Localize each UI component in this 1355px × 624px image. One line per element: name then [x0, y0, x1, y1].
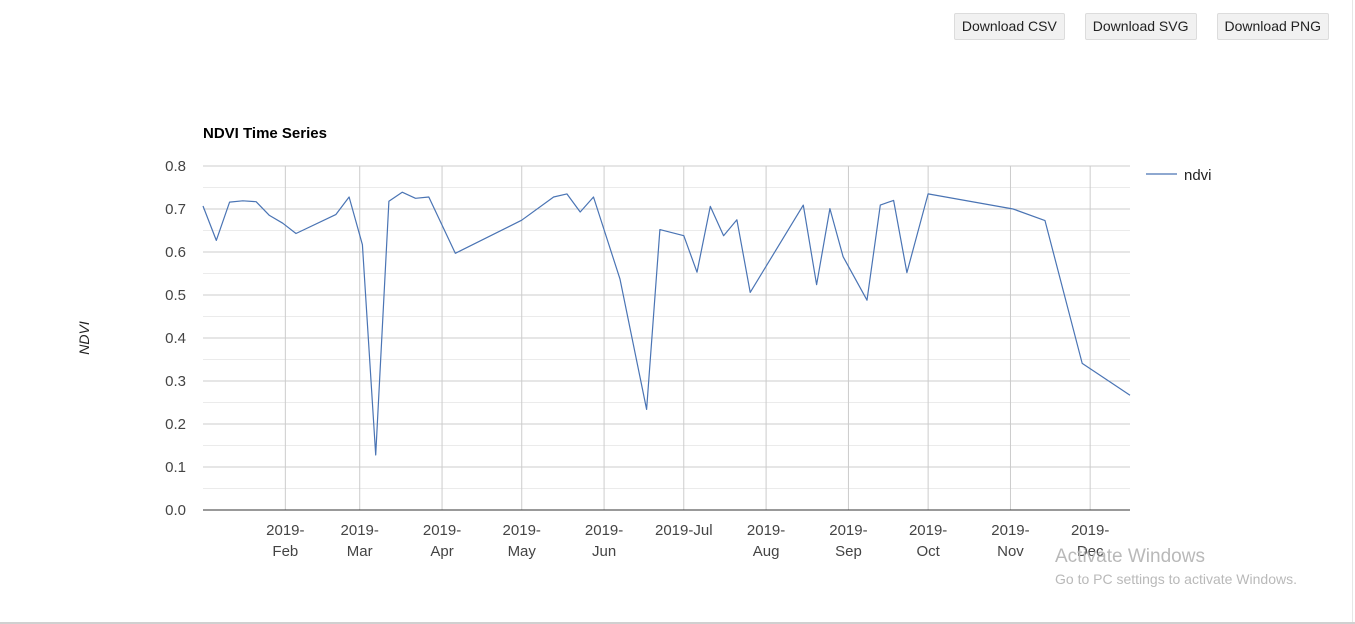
y-tick-label: 0.6	[165, 244, 186, 261]
bottom-border	[0, 622, 1355, 624]
x-tick-label: 2019-	[503, 522, 541, 539]
y-tick-label: 0.7	[165, 201, 186, 218]
x-ticks: 2019- Feb 2019- Mar 2019- Apr 2019- May 2019- Jun…	[266, 522, 1109, 560]
x-tick-label: Apr	[430, 543, 453, 560]
download-toolbar: Download CSV Download SVG Download PNG	[953, 13, 1329, 40]
x-tick-label: May	[508, 543, 537, 560]
x-tick-label: 2019-	[747, 522, 785, 539]
x-tick-label: 2019-	[585, 522, 623, 539]
x-tick-label: Nov	[997, 543, 1024, 560]
grid	[203, 165, 1130, 511]
x-tick-label: Feb	[272, 543, 298, 560]
x-tick-label: Aug	[753, 543, 780, 560]
x-tick-label: Dec	[1077, 543, 1104, 560]
y-tick-label: 0.1	[165, 459, 186, 476]
y-tick-label: 0.3	[165, 373, 186, 390]
series-layer	[202, 191, 1131, 456]
x-tick-label: 2019-	[991, 522, 1029, 539]
legend-label-ndvi: ndvi	[1184, 167, 1212, 184]
download-svg-button[interactable]: Download SVG	[1084, 13, 1197, 40]
panel-edge	[1352, 0, 1353, 624]
x-tick-label: 2019-	[341, 522, 379, 539]
x-tick-label: 2019-	[909, 522, 947, 539]
x-tick-label: 2019-	[829, 522, 867, 539]
y-axis-label: NDVI	[76, 321, 92, 355]
activation-watermark: Activate Windows Go to PC settings to ac…	[1055, 546, 1297, 587]
x-tick-label: Oct	[916, 543, 940, 560]
download-csv-button[interactable]: Download CSV	[953, 13, 1065, 40]
watermark-title: Activate Windows	[1055, 546, 1205, 567]
chart-title: NDVI Time Series	[203, 125, 327, 142]
x-tick-label: Sep	[835, 543, 862, 560]
x-tick-label: 2019-Jul	[655, 522, 713, 539]
x-tick-label: Jun	[592, 543, 616, 560]
y-tick-label: 0.5	[165, 287, 186, 304]
watermark-subtitle: Go to PC settings to activate Windows.	[1055, 571, 1297, 587]
x-tick-label: Mar	[347, 543, 373, 560]
x-tick-label: 2019-	[423, 522, 461, 539]
legend: ndvi	[1146, 167, 1212, 184]
series-line-ndvi	[202, 191, 1131, 456]
y-tick-label: 0.8	[165, 158, 186, 175]
y-tick-label: 0.4	[165, 330, 186, 347]
y-tick-label: 0.0	[165, 502, 186, 519]
x-tick-label: 2019-	[266, 522, 304, 539]
download-png-button[interactable]: Download PNG	[1216, 13, 1329, 40]
y-tick-label: 0.2	[165, 416, 186, 433]
x-tick-label: 2019-	[1071, 522, 1109, 539]
y-ticks: 0.0 0.1 0.2 0.3 0.4 0.5 0.6 0.7 0.8	[165, 158, 186, 519]
